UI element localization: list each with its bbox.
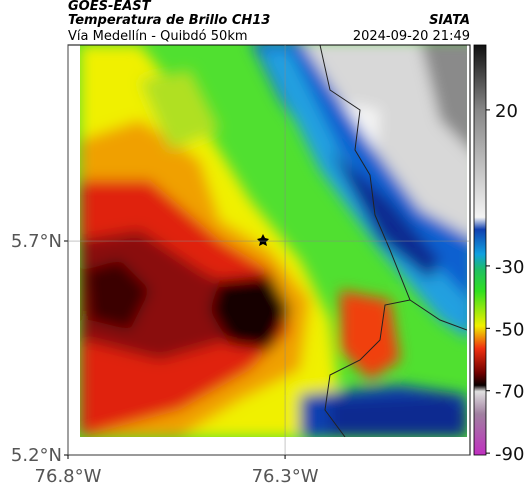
subtitle: Vía Medellín - Quibdó 50km (68, 29, 248, 44)
y-tick-label: 5.2°N (11, 445, 62, 466)
title: Temperatura de Brillo CH13 (68, 13, 270, 28)
colorbar-tick-label: -70 (495, 382, 524, 403)
y-tick-label: 5.7°N (11, 231, 62, 252)
x-tick-label: 76.3°W (252, 466, 319, 487)
satellite-image (80, 45, 467, 437)
satellite: GOES-EAST (68, 0, 152, 14)
source: SIATA (429, 13, 470, 28)
x-tick-label: 76.8°W (35, 466, 102, 487)
colorbar-tick-label: -30 (495, 257, 524, 278)
colorbar (473, 44, 487, 456)
location-marker (257, 234, 269, 246)
colorbar-tick-label: 20 (495, 101, 518, 122)
datetime: 2024-09-20 21:49 (353, 29, 470, 44)
colorbar-tick-label: -90 (495, 444, 524, 465)
colorbar-tick-label: -50 (495, 319, 524, 340)
